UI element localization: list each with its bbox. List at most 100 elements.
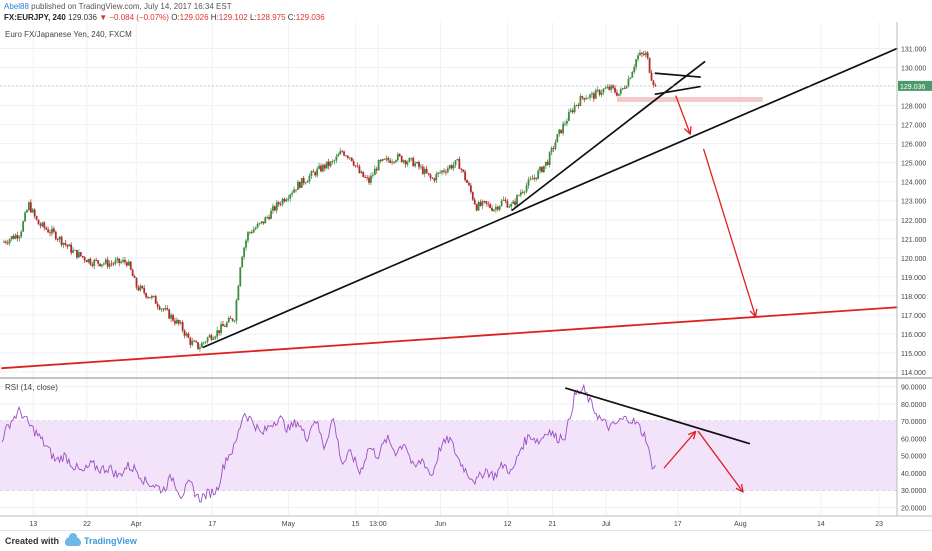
rsi-axis: 90.0000 80.0000 70.0000 60.0000 50.0000 40.00… [901, 384, 926, 512]
candle-body [427, 173, 430, 175]
candle-body [423, 168, 426, 174]
time-tick-label: Jun [435, 521, 446, 528]
candle-body [264, 217, 267, 224]
candle-body [185, 333, 188, 336]
candle-body [583, 97, 586, 100]
candle-body [616, 92, 618, 96]
candle-body [629, 77, 632, 79]
price-axis: 131.000130.000129.000128.000127.000126.0… [898, 47, 932, 377]
candle-body [333, 160, 336, 162]
candle-body [606, 86, 609, 89]
candle-body [10, 236, 13, 240]
candle-body [291, 192, 294, 195]
time-tick-label: 13:00 [369, 521, 387, 528]
candle-body [498, 205, 501, 210]
rsi-tick-label: 40.0000 [901, 471, 926, 478]
candle-body [235, 300, 238, 321]
rsi-arrow-down [697, 430, 744, 493]
ohlc-line: FX:EURJPY, 240 129.036 ▼ −0.084 (−0.07%)… [4, 13, 325, 23]
candle-body [364, 177, 367, 178]
candle-body [51, 228, 53, 234]
candle-body [389, 160, 392, 163]
candle-body [172, 314, 174, 321]
candle-body [70, 244, 73, 253]
candle-body [143, 288, 146, 293]
candle-body [237, 285, 240, 301]
candle-body [556, 134, 559, 143]
price-tick-label: 127.000 [901, 123, 926, 130]
candle-body [168, 309, 171, 319]
candle-body [468, 182, 470, 186]
candle-body [644, 52, 647, 56]
candle-body [54, 231, 57, 240]
candle-body [525, 185, 528, 192]
rsi-arrow-down-head [740, 483, 744, 493]
low-label: L: [249, 13, 257, 22]
candle-body [396, 154, 399, 161]
price-tick-label: 124.000 [901, 180, 926, 187]
candle-body [22, 221, 25, 232]
time-tick-label: Jul [602, 521, 611, 528]
candle-body [39, 224, 42, 227]
candle-body [224, 326, 226, 327]
candle-body [118, 258, 121, 264]
candle-body [652, 80, 655, 86]
candle-body [120, 261, 123, 264]
candle-body [122, 259, 124, 262]
wedge-top-line [654, 72, 701, 78]
author-link[interactable]: Abel88 [4, 2, 29, 11]
candle-body [191, 340, 194, 345]
candle-body [114, 260, 117, 264]
candle-body [170, 314, 173, 319]
footer: Created with TradingView [0, 530, 932, 551]
candle-body [567, 112, 570, 121]
candle-body [356, 165, 359, 167]
rsi-tick-label: 20.0000 [901, 506, 926, 513]
candle-body [137, 287, 140, 291]
candle-body [31, 209, 34, 213]
candle-body [610, 85, 613, 90]
candle-body [550, 148, 553, 153]
candle-body [633, 67, 636, 72]
candle-body [589, 94, 591, 98]
candle-body [521, 192, 524, 194]
candle-body [623, 88, 626, 89]
candle-body [604, 88, 607, 90]
candle-body [402, 160, 405, 163]
candle-body [635, 59, 638, 68]
candle-body [283, 198, 286, 202]
price-tick-label: 130.000 [901, 66, 926, 73]
price-tick-label: 117.000 [901, 313, 926, 320]
candle-body [337, 154, 340, 157]
candle-body [218, 330, 221, 333]
candle-body [64, 242, 67, 245]
candle-body [375, 168, 378, 171]
candle-body [631, 71, 634, 78]
candle-body [491, 207, 493, 211]
candle-body [341, 151, 344, 153]
time-tick-label: Aug [734, 521, 747, 528]
candle-body [135, 277, 138, 288]
candle-body [35, 216, 38, 220]
candle-body [29, 202, 32, 213]
price-tick-label: 126.000 [901, 142, 926, 149]
last-price-badge [898, 80, 932, 91]
candle-body [208, 335, 211, 338]
candle-body [293, 189, 295, 193]
candle-body [287, 198, 290, 200]
candle-body [454, 160, 457, 166]
tradingview-logo[interactable]: TradingView [65, 532, 137, 546]
candle-body [542, 165, 545, 173]
candle-body [531, 178, 534, 180]
candle-body [216, 330, 219, 337]
price-panel-title: Euro FX/Japanese Yen, 240, FXCM [5, 30, 132, 39]
candle-body [554, 142, 557, 149]
rsi-arrow-up-head [692, 431, 697, 440]
candle-body [41, 222, 44, 227]
candle-body [43, 222, 46, 228]
candle-body [443, 170, 445, 172]
candle-body [625, 86, 628, 89]
candle-body [76, 250, 78, 258]
time-tick-label: 23 [875, 521, 883, 528]
candle-body [252, 229, 255, 233]
